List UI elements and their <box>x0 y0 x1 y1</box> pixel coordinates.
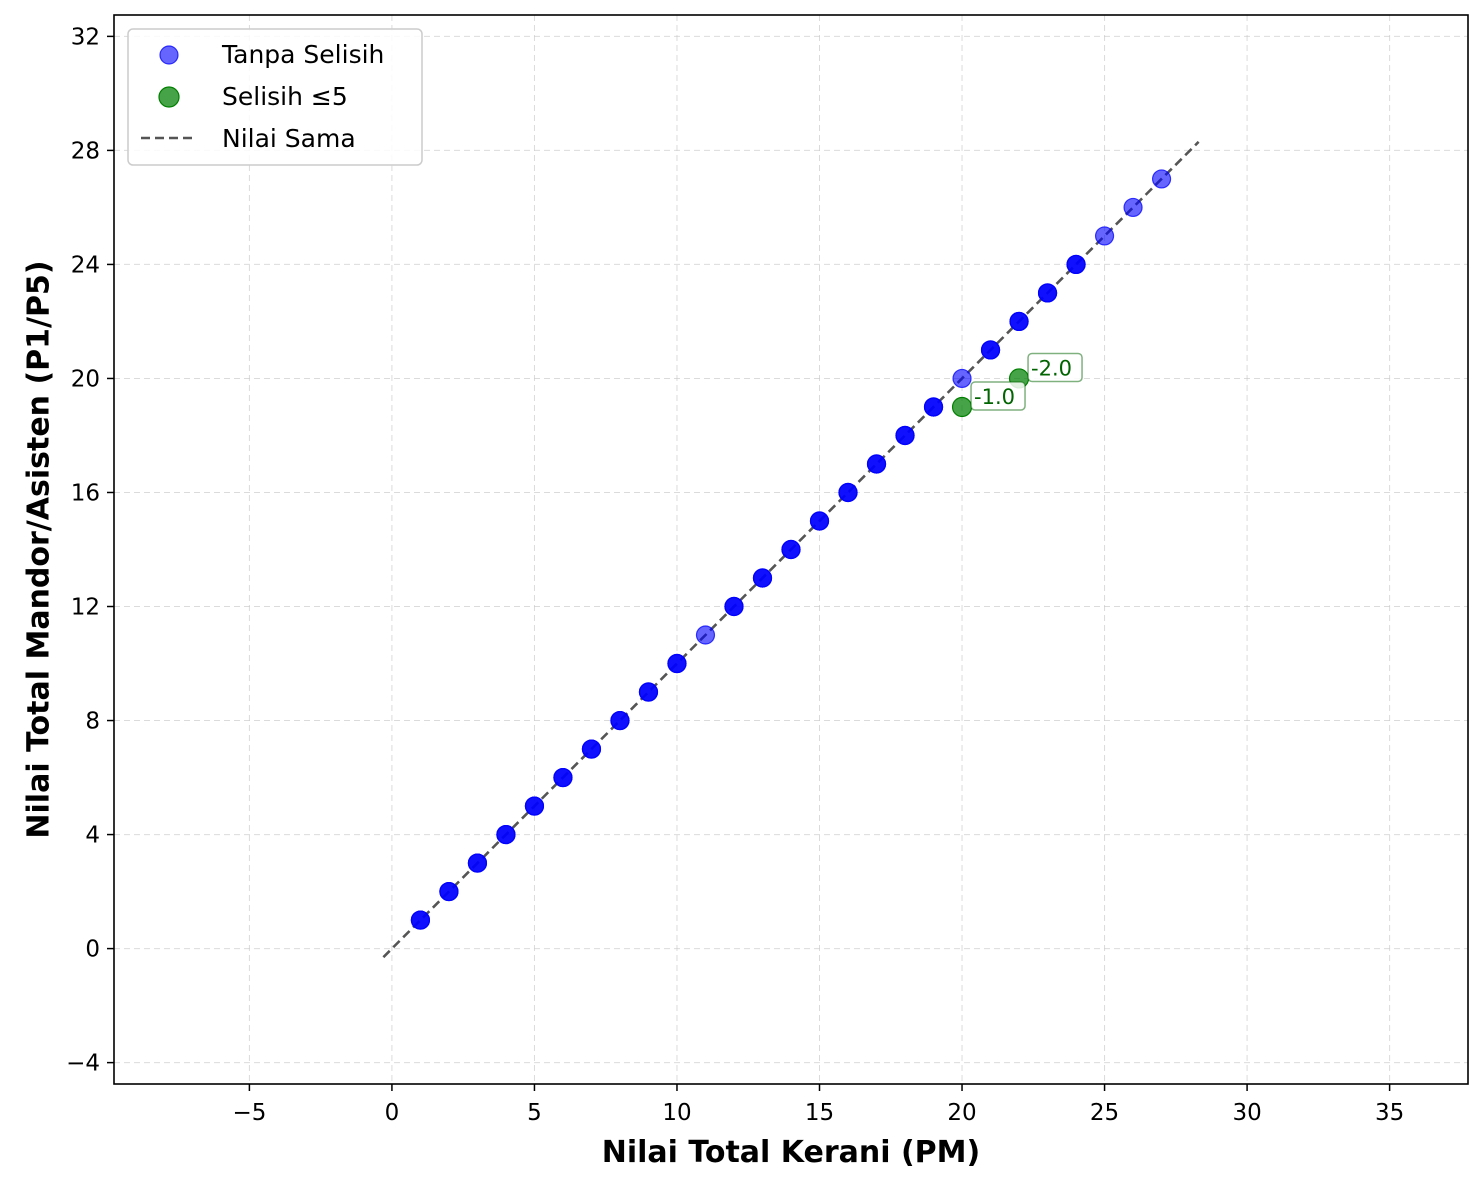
data-point-tanpa-selisih <box>809 511 830 531</box>
x-tick-label: 25 <box>1090 1100 1119 1126</box>
y-axis-label: Nilai Total Mandor/Asisten (P1/P5) <box>22 260 57 838</box>
data-point-tanpa-selisih <box>1151 169 1172 189</box>
data-point-tanpa-selisih <box>496 824 516 845</box>
annotation-box <box>1027 352 1083 383</box>
data-point-tanpa-selisih <box>752 568 773 588</box>
annotation-box <box>970 381 1026 411</box>
legend-label-nilai-sama: Nilai Sama <box>222 124 356 153</box>
legend-label-selisih: Selisih ≤5 <box>222 82 348 111</box>
data-point-tanpa-selisih <box>1094 226 1115 246</box>
legend-box <box>127 28 423 166</box>
data-point-tanpa-selisih <box>638 682 659 702</box>
data-point-tanpa-selisih <box>781 539 801 560</box>
y-tick-label: 32 <box>71 24 100 50</box>
y-tick-label: 8 <box>85 709 100 735</box>
annotation-label: -2.0 <box>1031 356 1072 380</box>
data-point-tanpa-selisih <box>410 910 431 930</box>
data-point-tanpa-selisih <box>1123 197 1143 218</box>
y-tick-label: 20 <box>71 366 100 392</box>
x-tick-label: 0 <box>385 1100 400 1126</box>
data-point-tanpa-selisih <box>952 368 972 389</box>
legend-marker-tanpa-selisih <box>159 45 179 65</box>
x-tick-label: 10 <box>662 1100 691 1126</box>
x-axis-label: Nilai Total Kerani (PM) <box>602 1135 981 1170</box>
data-point-tanpa-selisih <box>695 625 716 645</box>
data-point-tanpa-selisih <box>467 853 488 873</box>
y-tick-label: 12 <box>71 595 100 621</box>
y-tick-label: 0 <box>85 937 100 963</box>
legend-label-tanpa-selisih: Tanpa Selisih <box>221 40 384 69</box>
y-tick-label: 24 <box>71 252 100 278</box>
y-tick-label: 16 <box>71 480 100 506</box>
x-tick-label: 30 <box>1232 1100 1261 1126</box>
legend-marker-selisih <box>158 86 180 108</box>
x-tick-label: 35 <box>1375 1100 1404 1126</box>
data-point-tanpa-selisih <box>439 881 459 902</box>
annotation-label: -1.0 <box>974 385 1015 409</box>
legend: Tanpa Selisih Selisih ≤5 Nilai Sama <box>127 28 423 166</box>
data-point-tanpa-selisih <box>724 596 744 617</box>
annotations: -1.0 -2.0 <box>970 352 1083 411</box>
y-tick-label: 28 <box>71 138 100 164</box>
data-point-tanpa-selisih <box>610 710 630 731</box>
data-points <box>410 169 1172 930</box>
data-point-tanpa-selisih <box>838 482 858 503</box>
x-tick-label: 15 <box>805 1100 834 1126</box>
data-point-selisih <box>951 396 973 418</box>
y-tick-label: 4 <box>85 823 100 849</box>
y-tick-label: −4 <box>66 1051 100 1077</box>
x-tick-label: 5 <box>527 1100 542 1126</box>
data-point-tanpa-selisih <box>1066 254 1086 275</box>
data-point-tanpa-selisih <box>524 796 545 816</box>
data-point-tanpa-selisih <box>1037 283 1058 303</box>
data-point-tanpa-selisih <box>581 739 602 759</box>
data-point-tanpa-selisih <box>980 340 1001 360</box>
data-point-tanpa-selisih <box>1009 311 1029 332</box>
data-point-tanpa-selisih <box>866 454 887 474</box>
data-point-tanpa-selisih <box>923 397 944 417</box>
plot-area-frame <box>113 14 1469 1085</box>
data-point-tanpa-selisih <box>895 425 915 446</box>
data-point-tanpa-selisih <box>553 767 573 788</box>
x-tick-label: 20 <box>947 1100 976 1126</box>
axis-ticks: −5 0 5 10 15 20 25 30 35 −4 0 4 8 12 16 20 24 28 32 <box>66 24 1404 1126</box>
x-tick-label: −5 <box>232 1100 266 1126</box>
data-point-tanpa-selisih <box>667 653 687 674</box>
